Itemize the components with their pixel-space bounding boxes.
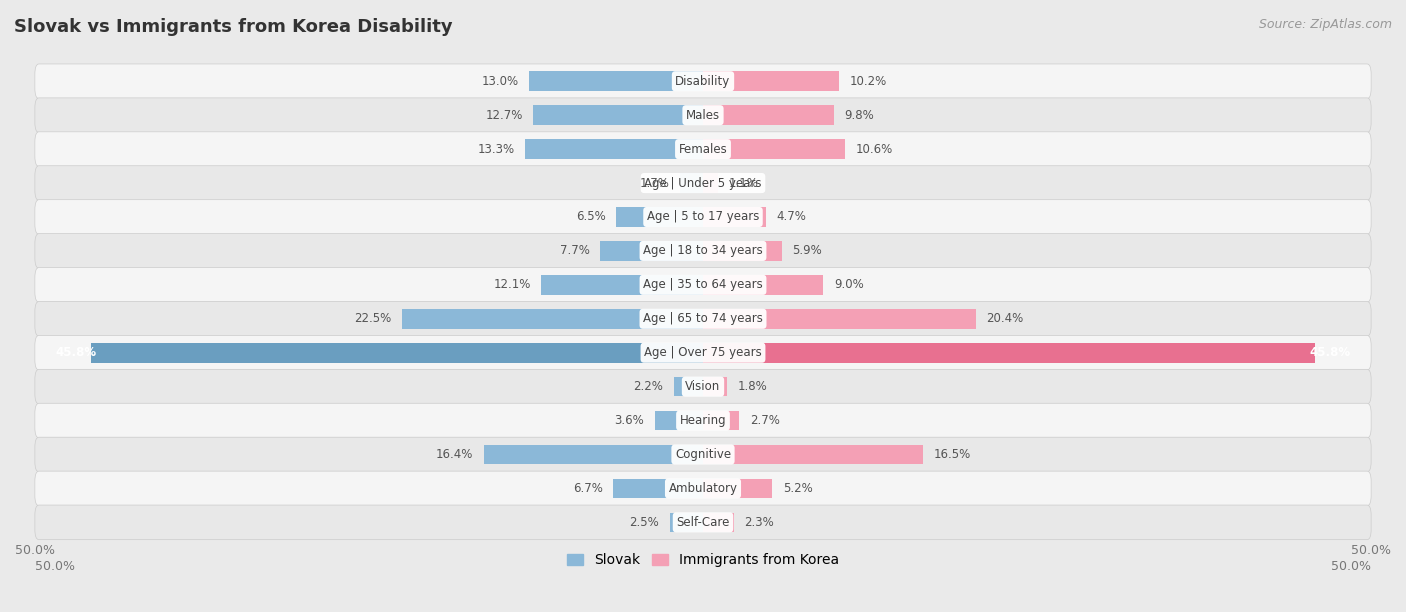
Bar [613, 479, 703, 498]
Text: 12.7%: 12.7% [485, 109, 523, 122]
Text: 1.1%: 1.1% [728, 176, 758, 190]
Text: 1.7%: 1.7% [640, 176, 669, 190]
Text: Females: Females [679, 143, 727, 155]
Bar [703, 140, 845, 159]
Bar [600, 241, 703, 261]
Bar [703, 105, 834, 125]
Text: Age | 18 to 34 years: Age | 18 to 34 years [643, 244, 763, 258]
Bar [703, 411, 740, 430]
Text: Cognitive: Cognitive [675, 448, 731, 461]
Bar [402, 309, 703, 329]
Bar [673, 377, 703, 397]
Text: 45.8%: 45.8% [1310, 346, 1351, 359]
Text: 50.0%: 50.0% [35, 560, 75, 573]
Bar [703, 275, 824, 295]
Text: 16.5%: 16.5% [934, 448, 972, 461]
Bar [533, 105, 703, 125]
Text: 1.8%: 1.8% [738, 380, 768, 393]
Text: 2.2%: 2.2% [633, 380, 662, 393]
FancyBboxPatch shape [35, 166, 1371, 200]
Text: 4.7%: 4.7% [776, 211, 807, 223]
Text: 9.0%: 9.0% [834, 278, 863, 291]
FancyBboxPatch shape [35, 98, 1371, 132]
Text: 50.0%: 50.0% [1331, 560, 1371, 573]
Bar [669, 512, 703, 532]
Text: Age | Over 75 years: Age | Over 75 years [644, 346, 762, 359]
FancyBboxPatch shape [35, 437, 1371, 472]
Text: 20.4%: 20.4% [986, 312, 1024, 325]
Text: 45.8%: 45.8% [55, 346, 96, 359]
FancyBboxPatch shape [35, 267, 1371, 302]
Text: Slovak vs Immigrants from Korea Disability: Slovak vs Immigrants from Korea Disabili… [14, 18, 453, 36]
Text: 6.7%: 6.7% [572, 482, 603, 495]
Text: Age | 5 to 17 years: Age | 5 to 17 years [647, 211, 759, 223]
Text: 5.2%: 5.2% [783, 482, 813, 495]
Text: Males: Males [686, 109, 720, 122]
Text: 2.5%: 2.5% [628, 516, 659, 529]
Text: 2.3%: 2.3% [744, 516, 775, 529]
Bar [703, 72, 839, 91]
Bar [541, 275, 703, 295]
Legend: Slovak, Immigrants from Korea: Slovak, Immigrants from Korea [561, 548, 845, 573]
Text: Age | Under 5 years: Age | Under 5 years [644, 176, 762, 190]
Text: Source: ZipAtlas.com: Source: ZipAtlas.com [1258, 18, 1392, 31]
Text: 10.2%: 10.2% [851, 75, 887, 88]
Text: 13.3%: 13.3% [478, 143, 515, 155]
Bar [703, 309, 976, 329]
Text: 12.1%: 12.1% [494, 278, 530, 291]
Bar [529, 72, 703, 91]
Text: Self-Care: Self-Care [676, 516, 730, 529]
Text: 2.7%: 2.7% [749, 414, 780, 427]
FancyBboxPatch shape [35, 403, 1371, 438]
Bar [91, 343, 703, 362]
Text: 9.8%: 9.8% [845, 109, 875, 122]
FancyBboxPatch shape [35, 471, 1371, 506]
Bar [703, 479, 772, 498]
FancyBboxPatch shape [35, 505, 1371, 540]
Text: Age | 35 to 64 years: Age | 35 to 64 years [643, 278, 763, 291]
Bar [703, 241, 782, 261]
Bar [703, 207, 766, 227]
Bar [484, 445, 703, 465]
FancyBboxPatch shape [35, 200, 1371, 234]
Text: 6.5%: 6.5% [575, 211, 606, 223]
Bar [703, 445, 924, 465]
FancyBboxPatch shape [35, 64, 1371, 99]
Text: 7.7%: 7.7% [560, 244, 589, 258]
Bar [681, 173, 703, 193]
FancyBboxPatch shape [35, 234, 1371, 268]
Text: Hearing: Hearing [679, 414, 727, 427]
Text: 5.9%: 5.9% [793, 244, 823, 258]
Text: Vision: Vision [685, 380, 721, 393]
Bar [703, 173, 717, 193]
FancyBboxPatch shape [35, 302, 1371, 336]
FancyBboxPatch shape [35, 335, 1371, 370]
Text: 22.5%: 22.5% [354, 312, 392, 325]
Bar [703, 377, 727, 397]
Bar [526, 140, 703, 159]
Text: 3.6%: 3.6% [614, 414, 644, 427]
Bar [655, 411, 703, 430]
FancyBboxPatch shape [35, 132, 1371, 166]
Bar [703, 343, 1315, 362]
Text: Age | 65 to 74 years: Age | 65 to 74 years [643, 312, 763, 325]
Text: 13.0%: 13.0% [481, 75, 519, 88]
Text: Ambulatory: Ambulatory [668, 482, 738, 495]
Text: 10.6%: 10.6% [855, 143, 893, 155]
Text: 16.4%: 16.4% [436, 448, 474, 461]
Bar [616, 207, 703, 227]
FancyBboxPatch shape [35, 369, 1371, 404]
Bar [703, 512, 734, 532]
Text: Disability: Disability [675, 75, 731, 88]
